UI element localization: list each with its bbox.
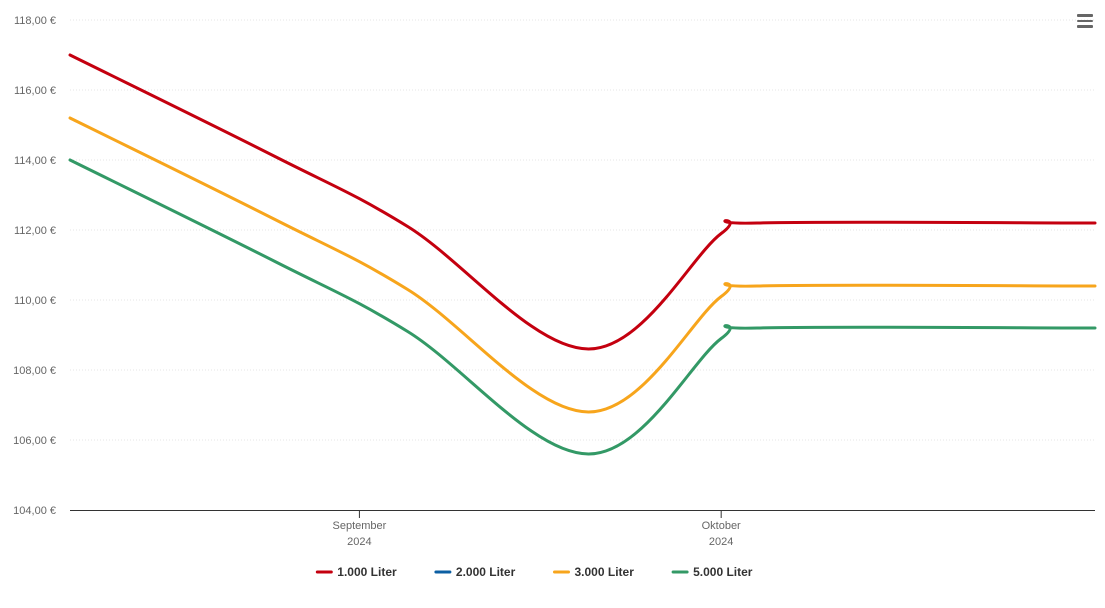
legend-label: 2.000 Liter	[456, 565, 516, 579]
hamburger-menu-icon-bar	[1077, 19, 1093, 23]
y-tick-label: 106,00 €	[13, 435, 56, 447]
hamburger-menu-icon	[1077, 14, 1093, 17]
legend-item[interactable]: 1.000 Liter	[315, 565, 397, 579]
series-lines	[68, 53, 1097, 456]
axes: 104,00 € 106,00 € 108,00 € 110,00 € 112,00 €…	[13, 15, 1095, 548]
series-line-1-000-liter	[68, 53, 1097, 351]
x-tick-label-year: 2024	[709, 536, 733, 548]
legend-label: 5.000 Liter	[693, 565, 753, 579]
series-line-5-000-liter	[68, 158, 1097, 456]
legend: 1.000 Liter 2.000 Liter 3.000 Liter 5.000 L…	[315, 565, 753, 579]
y-tick-label: 112,00 €	[14, 225, 56, 237]
x-tick-label-month: September	[333, 520, 387, 532]
y-tick-label: 118,00 €	[14, 15, 56, 27]
y-tick-label: 108,00 €	[13, 365, 56, 377]
x-tick-label-year: 2024	[347, 536, 371, 548]
x-tick-label-month: Oktober	[702, 520, 741, 532]
series-line-3-000-liter	[68, 116, 1097, 414]
y-tick-label: 110,00 €	[14, 295, 56, 307]
legend-label: 3.000 Liter	[575, 565, 635, 579]
y-tick-label: 116,00 €	[14, 85, 56, 97]
legend-item[interactable]: 5.000 Liter	[671, 565, 753, 579]
legend-label: 1.000 Liter	[337, 565, 397, 579]
hamburger-menu-icon-bar	[1077, 25, 1093, 28]
y-tick-label: 104,00 €	[13, 505, 56, 517]
legend-item[interactable]: 3.000 Liter	[553, 565, 635, 579]
chart-menu-button[interactable]	[1073, 10, 1097, 32]
y-tick-label: 114,00 €	[14, 155, 56, 167]
grid-lines	[70, 19, 1095, 441]
legend-item[interactable]: 2.000 Liter	[434, 565, 516, 579]
